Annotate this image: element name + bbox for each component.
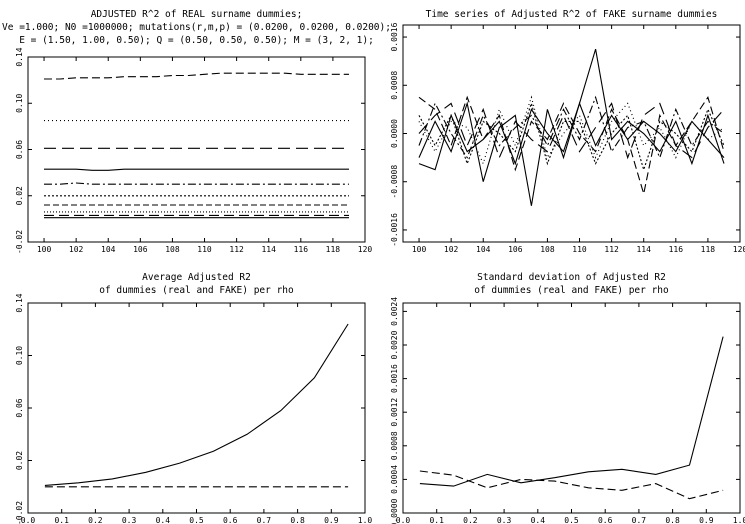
- x-tick-label: 108: [540, 245, 555, 254]
- chart-title-line: of dummies (real and FAKE) per rho: [474, 285, 669, 296]
- x-tick-label: 0.6: [598, 516, 613, 524]
- y-tick-label: 0.0016: [390, 364, 399, 393]
- y-tick-label: 0.0008: [390, 71, 399, 100]
- x-tick-label: 0.2: [88, 516, 103, 524]
- x-tick-label: 0.7: [257, 516, 272, 524]
- x-tick-label: 0.1: [54, 516, 69, 524]
- y-tick-label: 0.02: [15, 186, 24, 205]
- y-tick-label: 0.0024: [390, 297, 399, 326]
- series-line-1: [44, 323, 349, 486]
- chart-panel-3: Average Adjusted R2 of dummies (real and …: [15, 272, 372, 524]
- x-tick-label: 110: [197, 245, 212, 254]
- x-tick-label: 102: [69, 245, 84, 254]
- y-tick-label: 0.0004: [390, 465, 399, 494]
- y-tick-label: 0.10: [15, 93, 24, 112]
- chart-title-line: Time series of Adjusted R^2 of FAKE surn…: [426, 9, 718, 20]
- x-tick-label: 1.0: [733, 516, 745, 524]
- series-line-2: [419, 470, 724, 500]
- y-tick-label: -0.02: [15, 230, 24, 254]
- y-tick-label: -0.0008: [390, 165, 399, 199]
- x-tick-label: 0.5: [189, 516, 204, 524]
- y-tick-label: -0.0016: [390, 213, 399, 247]
- series-line-1: [44, 72, 349, 80]
- chart-title-line: Ve =1.000; N0 =1000000; mutations(r,m,p)…: [2, 22, 391, 33]
- x-tick-label: 0.4: [531, 516, 546, 524]
- series-line-3: [418, 95, 725, 166]
- chart-panel-2: Time series of Adjusted R^2 of FAKE surn…: [390, 9, 745, 254]
- x-tick-label: 0.0: [396, 516, 411, 524]
- x-tick-label: 1.0: [358, 516, 373, 524]
- chart-title-line: ADJUSTED R^2 of REAL surname dummies;: [91, 9, 303, 20]
- y-tick-label: 0.14: [15, 293, 24, 312]
- x-tick-label: 0.7: [632, 516, 647, 524]
- y-tick-label: 0.0016: [390, 22, 399, 51]
- x-tick-label: 0.9: [324, 516, 339, 524]
- x-tick-label: 120: [358, 245, 373, 254]
- chart-title-line: Average Adjusted R2: [142, 272, 251, 283]
- chart-panel-4: Standard deviation of Adjusted R2 of dumm…: [390, 272, 745, 524]
- x-tick-label: 0.2: [463, 516, 478, 524]
- y-tick-label: 0.0000: [390, 119, 399, 148]
- y-tick-label: 0.10: [15, 346, 24, 365]
- y-tick-label: 0.0000: [390, 498, 399, 524]
- x-tick-label: 0.5: [564, 516, 579, 524]
- x-tick-label: 0.6: [223, 516, 238, 524]
- x-tick-label: 0.3: [497, 516, 512, 524]
- y-tick-label: 0.0020: [390, 330, 399, 359]
- y-tick-label: 0.06: [15, 398, 24, 417]
- series-line-6: [418, 95, 725, 160]
- x-tick-label: 0.8: [290, 516, 305, 524]
- series-line-5: [44, 182, 349, 185]
- plot-frame: [27, 302, 366, 514]
- series-line-4: [44, 168, 349, 171]
- plot-frame: [402, 24, 741, 243]
- plot-frame: [27, 56, 366, 243]
- x-tick-label: 118: [326, 245, 341, 254]
- plot-frame: [402, 302, 741, 514]
- chart-panel-1: ADJUSTED R^2 of REAL surname dummies; Ve …: [2, 9, 391, 254]
- x-tick-label: 108: [165, 245, 180, 254]
- y-tick-label: 0.06: [15, 140, 24, 159]
- series-line-4: [418, 101, 725, 206]
- x-tick-label: 116: [294, 245, 309, 254]
- x-tick-label: 116: [669, 245, 684, 254]
- x-tick-label: 104: [101, 245, 116, 254]
- x-tick-label: 100: [37, 245, 52, 254]
- chart-title-line: of dummies (real and FAKE) per rho: [99, 285, 294, 296]
- x-tick-label: 118: [701, 245, 716, 254]
- x-tick-label: 0.3: [122, 516, 137, 524]
- x-tick-label: 112: [604, 245, 619, 254]
- y-tick-label: 0.0008: [390, 431, 399, 460]
- x-tick-label: 100: [412, 245, 427, 254]
- x-tick-label: 0.8: [665, 516, 680, 524]
- y-tick-label: -0.02: [15, 501, 24, 524]
- x-tick-label: 0.4: [156, 516, 171, 524]
- x-tick-label: 0.9: [699, 516, 714, 524]
- x-tick-label: 104: [476, 245, 491, 254]
- series-line-1: [419, 336, 724, 487]
- x-tick-label: 0.0: [21, 516, 36, 524]
- x-tick-label: 110: [572, 245, 587, 254]
- series-line-2: [418, 95, 725, 194]
- y-tick-label: 0.02: [15, 451, 24, 470]
- x-tick-label: 114: [636, 245, 651, 254]
- series-line-7: [418, 101, 725, 172]
- x-tick-label: 102: [444, 245, 459, 254]
- chart-title-line: Standard deviation of Adjusted R2: [477, 272, 666, 283]
- x-tick-label: 112: [229, 245, 244, 254]
- y-tick-label: 0.0012: [390, 398, 399, 427]
- series-line-5: [418, 102, 725, 160]
- chart-title-line: E = (1.50, 1.00, 0.50); Q = (0.50, 0.50,…: [19, 35, 374, 46]
- x-tick-label: 106: [133, 245, 148, 254]
- x-tick-label: 114: [261, 245, 276, 254]
- x-tick-label: 120: [733, 245, 745, 254]
- y-tick-label: 0.14: [15, 47, 24, 66]
- x-tick-label: 0.1: [429, 516, 444, 524]
- x-tick-label: 106: [508, 245, 523, 254]
